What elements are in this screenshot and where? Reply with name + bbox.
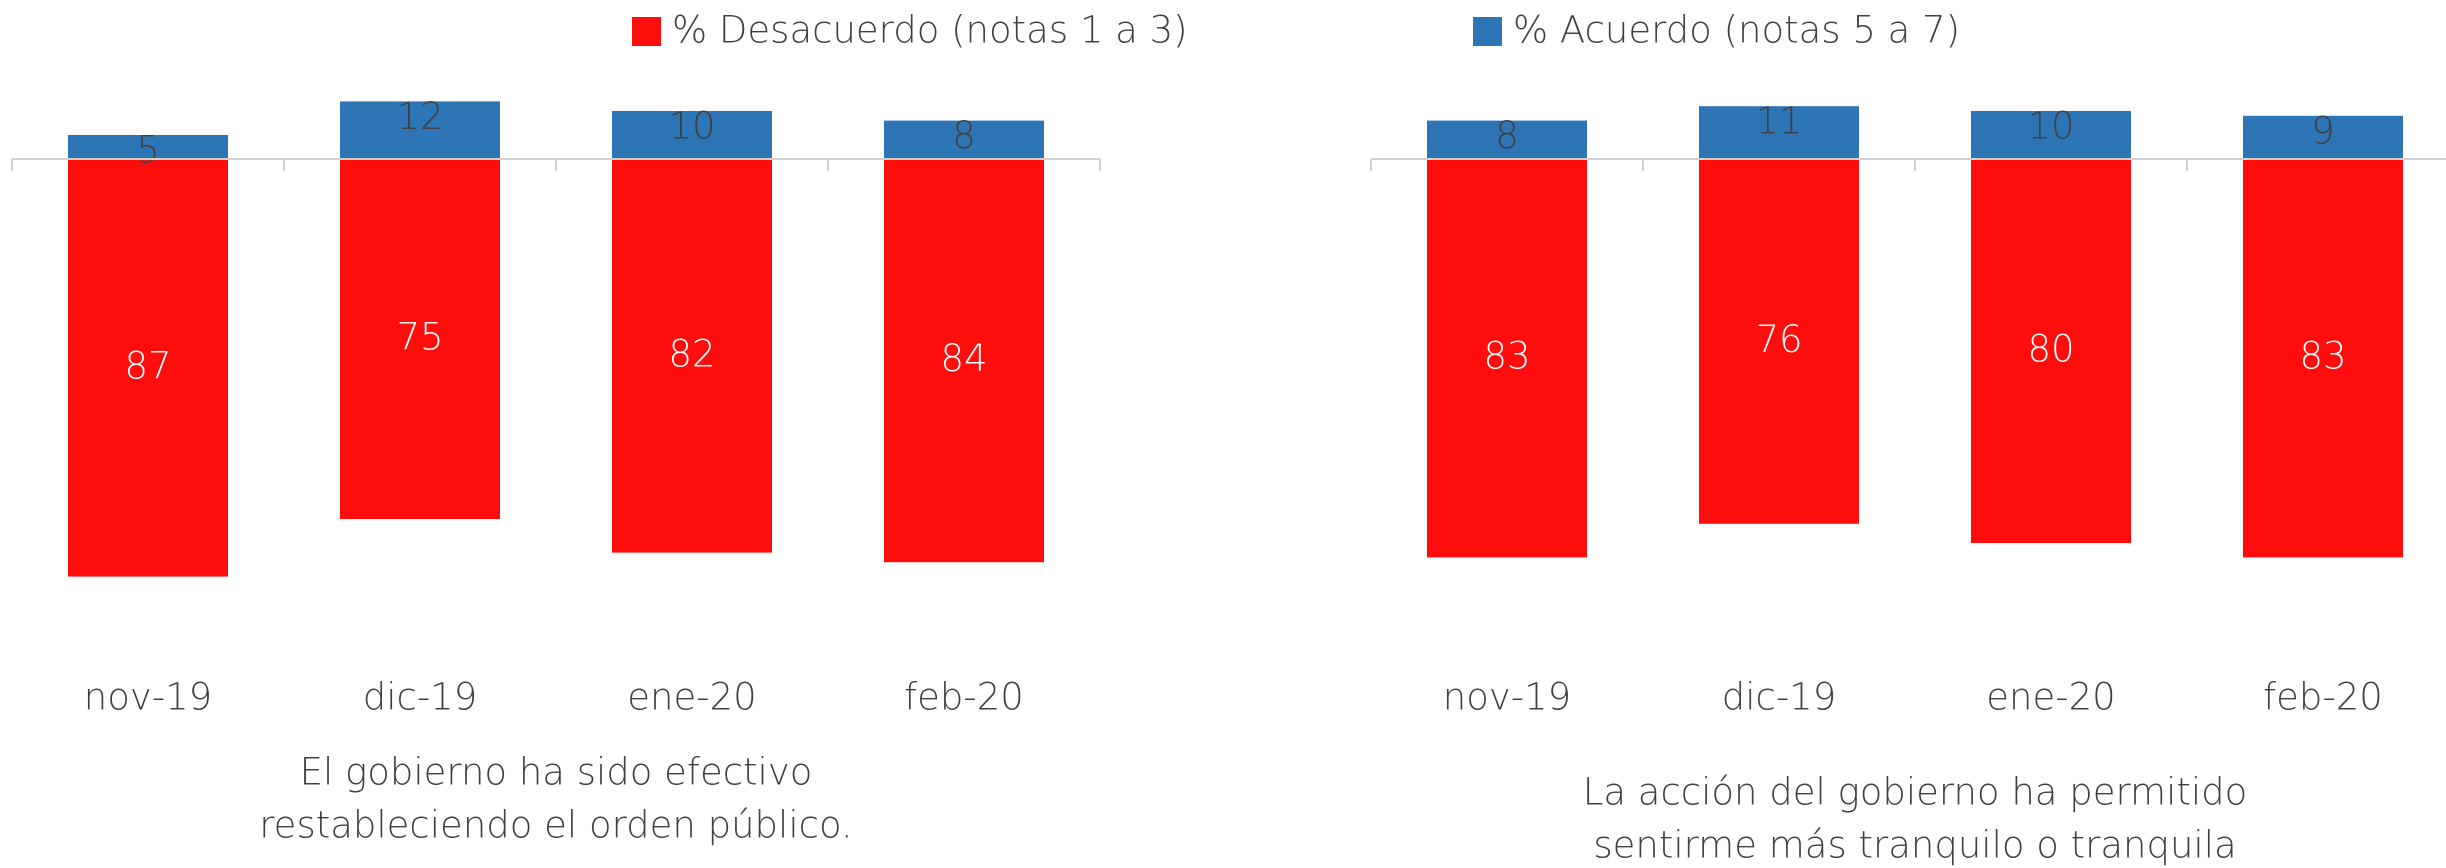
legend-label: % Acuerdo (notas 5 a 7) xyxy=(1513,9,1960,52)
data-label: 9 xyxy=(2311,109,2335,152)
data-label: 80 xyxy=(2027,328,2074,371)
bar xyxy=(68,135,228,159)
bar xyxy=(68,159,228,577)
bar xyxy=(1699,159,1859,524)
data-label: 75 xyxy=(396,316,443,359)
bar xyxy=(2243,159,2403,558)
chart-title: El gobierno ha sido efectivo xyxy=(300,751,813,794)
bar xyxy=(884,120,1044,159)
x-tick-label: ene-20 xyxy=(1986,676,2115,719)
bar xyxy=(2243,115,2403,159)
data-label: 11 xyxy=(1755,100,1802,143)
chart-title: sentirme más tranquilo o tranquila xyxy=(1593,824,2236,867)
data-label: 5 xyxy=(136,129,160,172)
bar xyxy=(1427,120,1587,159)
x-tick-label: ene-20 xyxy=(627,676,756,719)
data-label: 76 xyxy=(1755,318,1802,361)
bar xyxy=(1427,159,1587,558)
data-label: 84 xyxy=(940,337,987,380)
legend-swatch xyxy=(632,17,661,46)
legend-swatch xyxy=(1473,17,1502,46)
bar xyxy=(1971,111,2131,159)
x-tick-label: dic-19 xyxy=(363,676,478,719)
data-label: 10 xyxy=(668,105,715,148)
bar xyxy=(340,159,500,519)
data-label: 82 xyxy=(668,332,715,375)
data-label: 8 xyxy=(952,114,976,157)
chart-title: restableciendo el orden público. xyxy=(259,804,852,847)
x-tick-label: dic-19 xyxy=(1722,676,1837,719)
data-label: 87 xyxy=(124,344,171,387)
x-tick-label: feb-20 xyxy=(2263,676,2383,719)
bar xyxy=(1699,106,1859,159)
chart-title: La acción del gobierno ha permitido xyxy=(1583,771,2248,814)
bar xyxy=(340,101,500,159)
data-label: 83 xyxy=(1483,335,1530,378)
data-label: 83 xyxy=(2299,335,2346,378)
x-tick-label: feb-20 xyxy=(904,676,1024,719)
x-tick-label: nov-19 xyxy=(84,676,212,719)
bar xyxy=(884,159,1044,563)
bar xyxy=(612,111,772,159)
x-tick-label: nov-19 xyxy=(1443,676,1571,719)
legend-label: % Desacuerdo (notas 1 a 3) xyxy=(672,9,1188,52)
bar xyxy=(612,159,772,553)
data-label: 8 xyxy=(1495,114,1519,157)
data-label: 12 xyxy=(396,95,443,138)
bar xyxy=(1971,159,2131,543)
data-label: 10 xyxy=(2027,105,2074,148)
